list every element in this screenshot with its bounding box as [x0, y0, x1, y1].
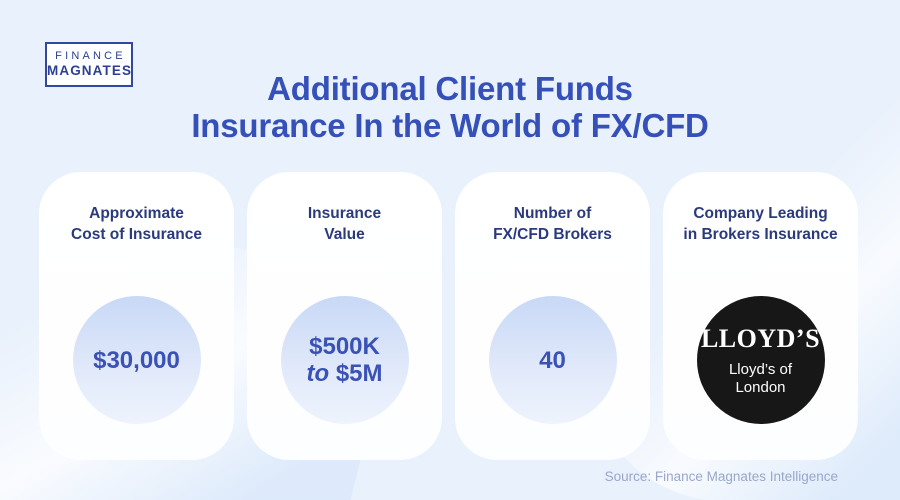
finance-magnates-logo: FINANCE MAGNATES	[45, 42, 133, 87]
card-label-line2: Cost of Insurance	[71, 226, 202, 243]
stat-circle: $30,000	[72, 296, 201, 424]
page-title-line1: Additional Client Funds	[267, 70, 633, 107]
lloyds-logo-circle: LLOYD’S Lloyd’s of London	[696, 296, 825, 424]
card-label: Approximate Cost of Insurance	[39, 172, 234, 245]
card-label-line1: Approximate	[89, 205, 184, 222]
stat-cards-row: Approximate Cost of Insurance $30,000 In…	[39, 172, 858, 460]
stat-value: $500K to $5M	[306, 333, 382, 387]
stat-value-to: to	[306, 360, 330, 387]
lloyds-subtext-line1: Lloyd’s of	[728, 360, 793, 378]
source-note: Source: Finance Magnates Intelligence	[604, 469, 838, 484]
card-label-line1: Number of	[513, 205, 592, 222]
card-cost-of-insurance: Approximate Cost of Insurance $30,000	[39, 172, 234, 460]
logo-text-magnates: MAGNATES	[47, 63, 133, 78]
stat-circle: 40	[488, 296, 617, 424]
lloyds-wordmark: LLOYD’S	[700, 323, 821, 353]
card-number-of-brokers: Number of FX/CFD Brokers 40	[455, 172, 650, 460]
card-label: Company Leading in Brokers Insurance	[663, 172, 858, 245]
lloyds-subtext: Lloyd’s of London	[729, 361, 792, 397]
stat-value: 40	[539, 346, 566, 374]
card-label-line1: Company Leading	[693, 205, 828, 222]
stat-value-line2: to $5M	[306, 360, 382, 387]
stat-value-line1: $500K	[309, 333, 380, 360]
card-label-line2: Value	[324, 226, 365, 243]
card-label-line2: in Brokers Insurance	[683, 226, 838, 243]
card-label-line2: FX/CFD Brokers	[493, 226, 612, 243]
lloyds-subtext-line2: London	[735, 378, 786, 396]
card-label-line1: Insurance	[307, 205, 382, 222]
page-title-line2: Insurance In the World of FX/CFD	[191, 107, 709, 144]
logo-text-finance: FINANCE	[55, 50, 126, 62]
page-title: Additional Client Funds Insurance In the…	[0, 70, 900, 144]
card-label: Insurance Value	[247, 172, 442, 245]
stat-value-amount: $5M	[335, 360, 383, 387]
stat-value: $30,000	[93, 346, 180, 374]
card-label: Number of FX/CFD Brokers	[455, 172, 650, 245]
card-insurance-value: Insurance Value $500K to $5M	[247, 172, 442, 460]
card-leading-company: Company Leading in Brokers Insurance LLO…	[663, 172, 858, 460]
stat-circle: $500K to $5M	[280, 296, 409, 424]
